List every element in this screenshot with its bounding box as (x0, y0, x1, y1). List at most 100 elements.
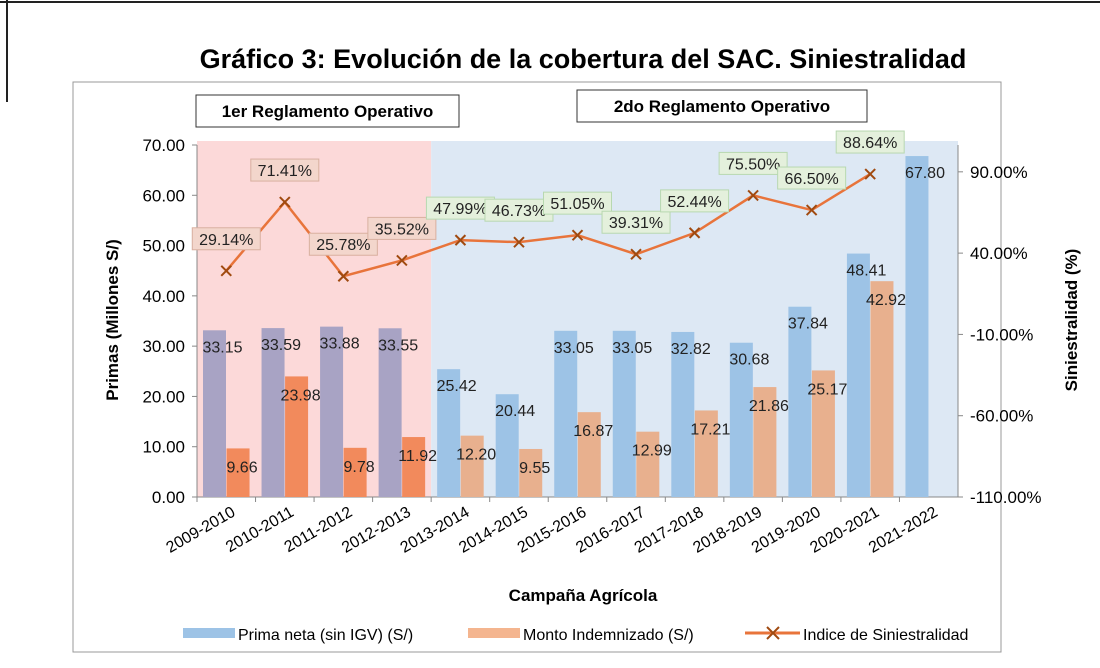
region-label-box-1 (195, 94, 460, 128)
prima-data-label: 33.15 (202, 339, 242, 356)
prima-bar (554, 330, 578, 497)
prima-data-label: 33.55 (378, 337, 418, 354)
monto-data-label: 16.87 (573, 423, 613, 440)
siniestralidad-marker-x-icon (747, 189, 759, 202)
legend: Prima neta (sin IGV) (S/) Monto Indemniz… (183, 626, 968, 644)
prima-bar (495, 394, 519, 497)
legend-label-siniestralidad: Indice de Siniestralidad (803, 627, 968, 644)
monto-data-label: 12.99 (632, 443, 672, 460)
siniestralidad-marker-x-icon (688, 227, 701, 239)
monto-bar (519, 448, 543, 497)
siniestralidad-marker-x-icon (571, 229, 584, 241)
prima-data-label: 48.41 (846, 263, 886, 280)
legend-label-monto: Monto Indemnizado (S/) (523, 627, 694, 644)
region-label-box-2 (576, 89, 868, 123)
prima-bar (203, 330, 226, 497)
legend-swatch-monto (468, 628, 520, 638)
y-tick-label: 30.00 (142, 337, 185, 356)
prima-data-label: 32.82 (671, 341, 711, 358)
siniestralidad-label-box (543, 191, 612, 215)
siniestralidad-marker-x-icon (630, 248, 642, 260)
x-axis-title: Campaña Agrícola (509, 586, 658, 605)
siniestralidad-label-box (835, 130, 905, 154)
monto-data-label: 9.78 (344, 459, 375, 476)
monto-data-label: 12.20 (456, 447, 496, 464)
siniestralidad-line (225, 172, 871, 278)
monto-data-label: 17.21 (690, 421, 730, 438)
prima-data-label: 33.59 (261, 337, 301, 354)
prima-data-label: 67.80 (905, 165, 945, 182)
prima-data-label: 33.05 (612, 340, 652, 357)
siniestralidad-data-label: 29.14% (199, 232, 253, 249)
siniestralidad-data-label: 25.78% (316, 237, 370, 254)
prima-bar (612, 330, 636, 497)
siniestralidad-label-box (308, 232, 378, 256)
y-tick-label: 70.00 (142, 136, 185, 155)
prima-bar (671, 331, 695, 497)
monto-bar (811, 370, 835, 497)
siniestralidad-data-label: 46.73% (492, 203, 546, 220)
prima-data-label: 33.05 (554, 340, 594, 357)
siniestralidad-marker-x-icon (279, 196, 291, 208)
chart-title: Gráfico 3: Evolución de la cobertura del… (200, 44, 967, 74)
siniestralidad-marker-x-icon (513, 236, 525, 248)
prima-bar (788, 306, 812, 497)
y2-tick-label: 90.00% (970, 163, 1028, 182)
siniestralidad-data-label: 75.50% (726, 156, 780, 173)
siniestralidad-label-box (191, 227, 261, 251)
siniestralidad-marker-x-icon (337, 270, 350, 282)
monto-data-label: 25.17 (807, 381, 847, 398)
siniestralidad-marker-x-icon (864, 168, 876, 180)
siniestralidad-data-label: 71.41% (258, 163, 312, 180)
region-label-1: 1er Reglamento Operativo (222, 102, 434, 121)
y2-tick-label: -60.00% (970, 407, 1033, 426)
prima-bar (378, 328, 402, 497)
siniestralidad-marker-x-icon (805, 204, 818, 216)
prima-bar (846, 253, 870, 497)
y-tick-label: 20.00 (142, 387, 185, 406)
siniestralidad-marker-x-icon (396, 254, 408, 267)
prima-data-label: 37.84 (788, 316, 828, 333)
siniestralidad-label-box (777, 166, 847, 190)
monto-data-label: 9.66 (226, 459, 257, 476)
siniestralidad-label-box (718, 151, 788, 175)
monto-bar (226, 448, 250, 497)
chart-frame (72, 81, 1002, 653)
siniestralidad-data-label: 52.44% (667, 194, 721, 211)
siniestralidad-data-label: 47.99% (433, 201, 487, 218)
monto-data-label: 9.55 (519, 460, 550, 477)
siniestralidad-label-box (250, 158, 320, 182)
monto-bar (753, 387, 777, 497)
y2-tick-label: -110.00% (970, 488, 1042, 507)
prima-data-label: 20.44 (495, 403, 535, 420)
siniestralidad-data-label: 51.05% (550, 196, 604, 213)
siniestralidad-marker-x-icon (220, 265, 232, 277)
siniestralidad-data-label: 88.64% (843, 135, 897, 152)
monto-data-label: 42.92 (866, 292, 906, 309)
y-tick-label: 0.00 (152, 488, 185, 507)
y-tick-label: 50.00 (142, 237, 185, 256)
y-tick-label: 40.00 (142, 287, 185, 306)
monto-data-label: 11.92 (398, 448, 437, 465)
siniestralidad-data-label: 35.52% (375, 221, 429, 238)
monto-bar (343, 447, 367, 497)
y-tick-label: 60.00 (142, 186, 185, 205)
prima-bar (320, 326, 344, 497)
siniestralidad-data-label: 39.31% (609, 215, 663, 232)
monto-bar (694, 410, 718, 497)
prima-bar (437, 369, 461, 497)
y-axis-title: Primas (Millones S/) (103, 239, 122, 401)
legend-label-prima: Prima neta (sin IGV) (S/) (238, 627, 413, 644)
monto-bar (285, 376, 309, 497)
monto-bar (870, 281, 894, 497)
region-label-2: 2do Reglamento Operativo (614, 97, 830, 116)
monto-bar (577, 412, 601, 497)
monto-bar (402, 437, 426, 497)
monto-data-label: 21.86 (749, 398, 789, 415)
prima-data-label: 25.42 (437, 378, 477, 395)
legend-swatch-prima (183, 628, 235, 638)
siniestralidad-label-box (601, 210, 671, 234)
y-tick-label: 10.00 (142, 438, 185, 457)
prima-bar (905, 156, 929, 497)
